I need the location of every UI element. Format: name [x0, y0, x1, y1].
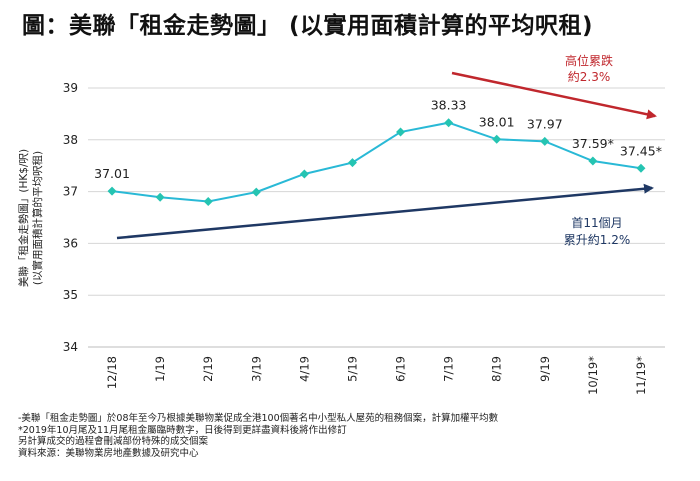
x-tick-labels: 12/18 1/19 2/19 3/19 4/19 5/19 6/19 7/19 8/19 9/1…: [105, 356, 648, 395]
y-gridlines: [88, 87, 665, 296]
footnote-line: -美聯「租金走勢圖」於08年至今乃根據美聯物業促成全港100個著名中小型私人屋苑…: [18, 413, 499, 424]
y-tick-label: 34: [63, 340, 78, 354]
data-point: [155, 192, 165, 202]
y-tick-label: 36: [63, 236, 78, 250]
x-tick-label: 5/19: [345, 356, 359, 382]
y-tick-label: 35: [63, 288, 78, 302]
y-tick-label: 38: [63, 133, 78, 147]
x-tick-label: 2/19: [201, 356, 215, 382]
x-tick-label: 9/19: [538, 356, 552, 382]
data-point: [203, 196, 213, 206]
x-tick-label: 4/19: [297, 356, 311, 382]
footnote-line: 另計算成交的過程會刪減部份特殊的成交個案: [18, 436, 209, 448]
data-point: [492, 134, 502, 144]
data-point: [347, 158, 357, 168]
data-point: [396, 127, 406, 137]
data-label: 37.59*: [572, 136, 614, 151]
data-label: 37.97: [527, 116, 563, 131]
data-point: [636, 163, 646, 173]
footnote-line: 資料來源：美聯物業房地產數據及研究中心: [18, 447, 199, 459]
x-tick-label: 1/19: [153, 356, 167, 382]
page-title: 圖：美聯「租金走勢圖」 (以實用面積計算的平均呎租): [22, 13, 594, 39]
series-line: [111, 121, 642, 203]
y-tick-label: 37: [63, 185, 78, 199]
downtrend-annotation-line1: 高位累跌: [565, 53, 613, 68]
downtrend-arrow: [451, 71, 657, 120]
data-label: 37.01: [94, 166, 130, 181]
data-point: [251, 187, 261, 197]
downtrend-annotation-line2: 約2.3%: [568, 69, 611, 84]
data-label: 38.33: [431, 98, 467, 113]
footnotes: -美聯「租金走勢圖」於08年至今乃根據美聯物業促成全港100個著名中小型私人屋苑…: [18, 413, 678, 459]
uptrend-arrow: [116, 183, 654, 240]
data-point: [444, 118, 454, 128]
data-label: 37.45*: [620, 143, 662, 158]
uptrend-annotation-line2: 累升約1.2%: [564, 232, 631, 247]
y-axis-label-line1: 美聯「租金走勢圖」(HK$/呎): [17, 149, 30, 287]
x-tick-label: 8/19: [490, 356, 504, 382]
uptrend-annotation-line1: 首11個月: [571, 216, 622, 230]
data-point: [540, 136, 550, 146]
x-tick-label: 10/19*: [586, 356, 600, 395]
x-tick-label: 6/19: [394, 356, 408, 382]
x-tick-label: 11/19*: [634, 356, 648, 395]
x-tick-label: 3/19: [249, 356, 263, 382]
y-tick-label: 39: [63, 81, 78, 95]
rent-series: [107, 118, 646, 206]
y-axis-label-line2: (以實用面積計算的平均呎租): [31, 151, 44, 285]
data-point: [299, 169, 309, 179]
y-tick-labels: 34 35 36 37 38 39: [63, 81, 78, 354]
data-point: [107, 186, 117, 196]
data-labels: 37.01 38.33 38.01 37.97 37.59* 37.45*: [94, 98, 662, 181]
data-label: 38.01: [479, 114, 515, 129]
data-point: [588, 156, 598, 166]
footnote-line: *2019年10月尾及11月尾租金屬臨時數字，日後得到更詳盡資料後將作出修訂: [18, 424, 347, 436]
x-tick-label: 7/19: [442, 356, 456, 382]
x-tick-label: 12/18: [105, 356, 119, 389]
